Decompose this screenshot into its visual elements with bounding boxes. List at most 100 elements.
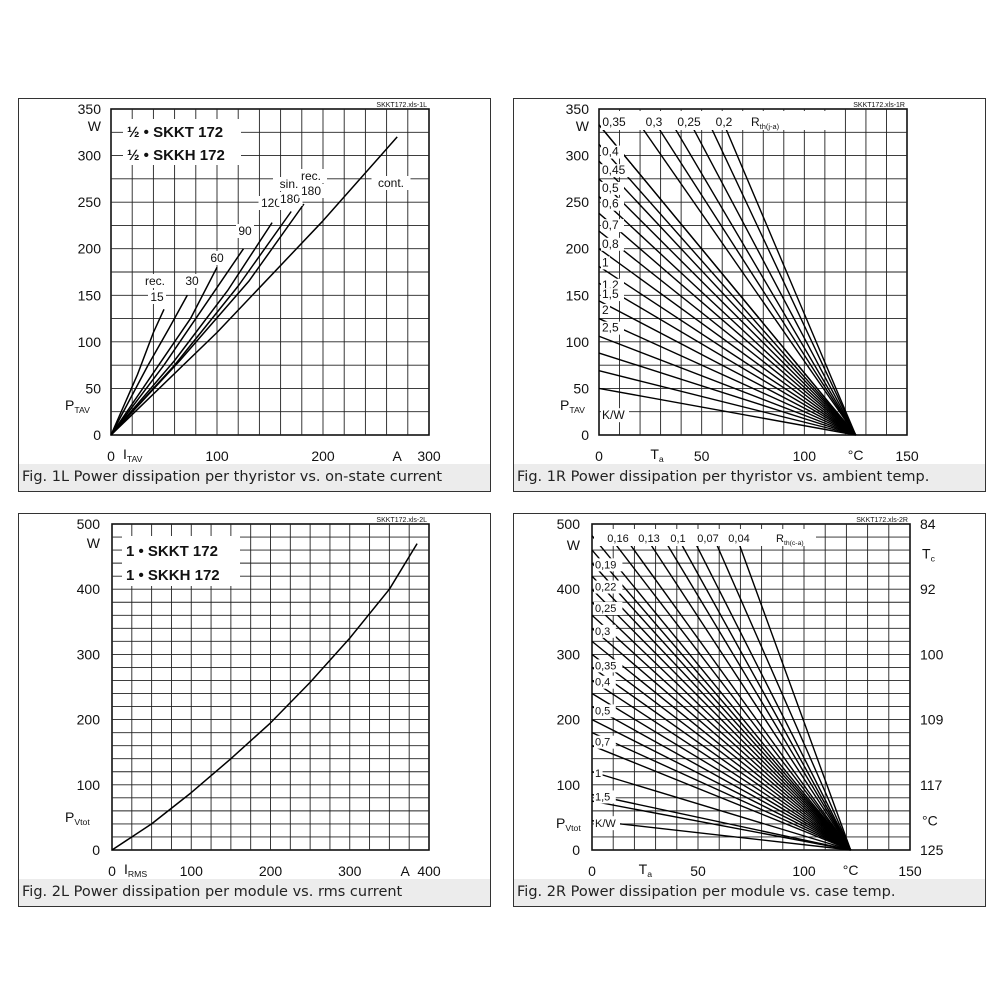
chart-1r-left-label-bg <box>601 164 631 178</box>
chart-2r-x-tick: 150 <box>898 863 922 878</box>
chart-2r-rth-line <box>676 535 852 851</box>
chart-2r-rth-line <box>591 614 852 851</box>
chart-2r-rth-line <box>591 771 851 851</box>
chart-2r-rth-line <box>608 535 852 851</box>
chart-2r-left-label: 0,25 <box>595 603 616 615</box>
chart-1r-left-label: 0,7 <box>602 218 619 232</box>
chart-2r-rth-line <box>591 679 852 851</box>
chart-1r-left-label: 0,45 <box>602 163 626 177</box>
chart-2l-legend-line-2: 1 • SKKH 172 <box>126 567 220 584</box>
chart-1r-rth-line <box>709 124 857 436</box>
chart-2l-y-tick: 400 <box>77 581 101 597</box>
chart-2r-panel: SKKT172.xls-2R 0 100 200 300 400 500 0 50 100 150 W… <box>513 513 986 907</box>
chart-1r-y-tick: 150 <box>566 287 590 303</box>
chart-2r-x-unit: °C <box>843 862 859 878</box>
chart-1l-y-unit: W <box>88 118 102 134</box>
chart-1l-x-tick: 0 <box>107 448 115 463</box>
chart-1r-left-label: 1,5 <box>602 287 619 301</box>
chart-2r-left-label-bg <box>594 624 616 638</box>
chart-2r-rth-line <box>712 535 852 851</box>
chart-1l-panel: SKKT172.xls-1L 0 50 100 150 200 250 300 350 0 100 2… <box>18 98 491 492</box>
chart-2r-top-label: 0,16 <box>607 533 628 545</box>
chart-1l-legend-line-2: ½ • SKKH 172 <box>127 147 225 164</box>
chart-2r-right-label: Tc <box>922 546 936 564</box>
chart-1r-rth-label: Rth(j-a) <box>751 115 780 131</box>
chart-1r-rth-line <box>723 124 857 436</box>
chart-1r-y-tick: 300 <box>566 148 590 164</box>
chart-1r-kw-bg <box>601 408 629 423</box>
chart-1r-rth-line <box>655 124 857 436</box>
chart-2r-y-tick: 300 <box>557 646 581 662</box>
chart-1r-x-tick: 50 <box>694 448 710 463</box>
chart-1l-y-tick: 200 <box>78 241 102 257</box>
chart-2l-y-tick: 0 <box>92 842 100 858</box>
chart-1r-x-tick: 150 <box>895 448 919 463</box>
chart-1r-left-label-bg <box>601 181 624 195</box>
chart-2r-left-label-bg <box>594 790 616 804</box>
chart-2r-y-tick: 200 <box>557 712 581 728</box>
chart-2r-right-tick: 92 <box>920 581 936 597</box>
chart-1l-x-label-bg <box>119 445 159 462</box>
chart-1r-left-label-bg <box>601 237 624 251</box>
chart-2r-plot-frame <box>591 523 911 851</box>
chart-1r-rth-line <box>598 160 857 436</box>
chart-2r-rth-line <box>661 535 852 851</box>
chart-1r-left-label: 0,6 <box>602 197 619 211</box>
chart-1r-rth-line <box>598 352 856 436</box>
chart-2l-series-line <box>111 543 418 851</box>
chart-2r-kw-bg <box>594 816 620 831</box>
chart-2r-y-tick: 100 <box>557 777 581 793</box>
chart-1r-y-tick: 100 <box>566 334 590 350</box>
chart-1r-x-label: Ta <box>650 446 664 463</box>
chart-1r-rth-line <box>598 265 857 436</box>
chart-1l-curve-label: 60 <box>210 251 224 265</box>
chart-1r-y-tick: 200 <box>566 241 590 257</box>
chart-1l-x-tick: 200 <box>311 448 335 463</box>
chart-2r-y-label: PVtot <box>556 815 581 833</box>
chart-2l-x-tick: 100 <box>180 863 204 878</box>
chart-1r-left-label-bg <box>601 219 624 233</box>
chart-2r-left-label: 0,5 <box>595 705 610 717</box>
chart-1l-x-tick: 100 <box>205 448 229 463</box>
chart-1r-y-unit: W <box>576 118 590 134</box>
chart-2r-rth-line <box>591 653 852 851</box>
chart-1r-left-label: 0,4 <box>602 145 619 159</box>
chart-2r-file-tag: SKKT172.xls-2R <box>856 517 908 524</box>
chart-1r-file-tag: SKKT172.xls-1R <box>853 102 905 109</box>
chart-2r-rth-line <box>591 705 851 851</box>
chart-2r-top-label: 0,13 <box>638 533 659 545</box>
chart-2r-left-label: 1 <box>595 768 601 780</box>
chart-2r-top-label: 0,04 <box>728 533 749 545</box>
chart-1l-file-tag: SKKT172.xls-1L <box>376 102 427 109</box>
chart-2r-x-unit-bg <box>838 861 863 878</box>
chart-2l-x-unit: A <box>401 863 411 878</box>
chart-1l-curve-label-bg <box>183 274 201 288</box>
chart-1r-y-tick: 0 <box>581 427 589 443</box>
chart-2r-right-tick: 125 <box>920 842 944 858</box>
chart-2r-rth-line <box>591 562 852 851</box>
chart-1l-legend-line-1: ½ • SKKT 172 <box>127 124 223 141</box>
chart-1l-series-line <box>110 248 245 436</box>
chart-1r-rth-line <box>598 387 856 436</box>
chart-2r-y-tick: 400 <box>557 581 581 597</box>
chart-1l-curve-label: 180 <box>280 192 300 206</box>
chart-1l-curve-label-bg <box>208 251 226 265</box>
chart-1l-curve-label: 30 <box>185 274 199 288</box>
chart-1l-plot: SKKT172.xls-1L 0 50 100 150 200 250 300 350 0 100 2… <box>65 101 441 463</box>
chart-2r-left-label-bg <box>594 580 623 594</box>
chart-1l-series-line <box>110 222 273 436</box>
chart-1r-x-unit-bg <box>845 446 868 463</box>
chart-2r-caption: Fig. 2R Power dissipation per module vs.… <box>514 879 985 906</box>
chart-2r-left-label-bg <box>594 704 616 718</box>
chart-1r-left-label: 0,8 <box>602 237 619 251</box>
chart-2r-rth-line <box>623 535 852 851</box>
chart-1r-rth-line <box>598 370 856 436</box>
chart-1r-left-label-bg <box>601 321 624 335</box>
chart-2r-left-label-bg <box>594 558 623 572</box>
chart-1l-curve-label: 90 <box>238 224 252 238</box>
chart-2l-x-label-bg <box>120 860 162 877</box>
chart-2r-left-label-bg <box>594 735 616 749</box>
chart-1r-rth-line <box>598 230 857 436</box>
chart-2r-rth-line <box>591 745 851 851</box>
chart-2r-x-tick: 50 <box>690 863 706 878</box>
